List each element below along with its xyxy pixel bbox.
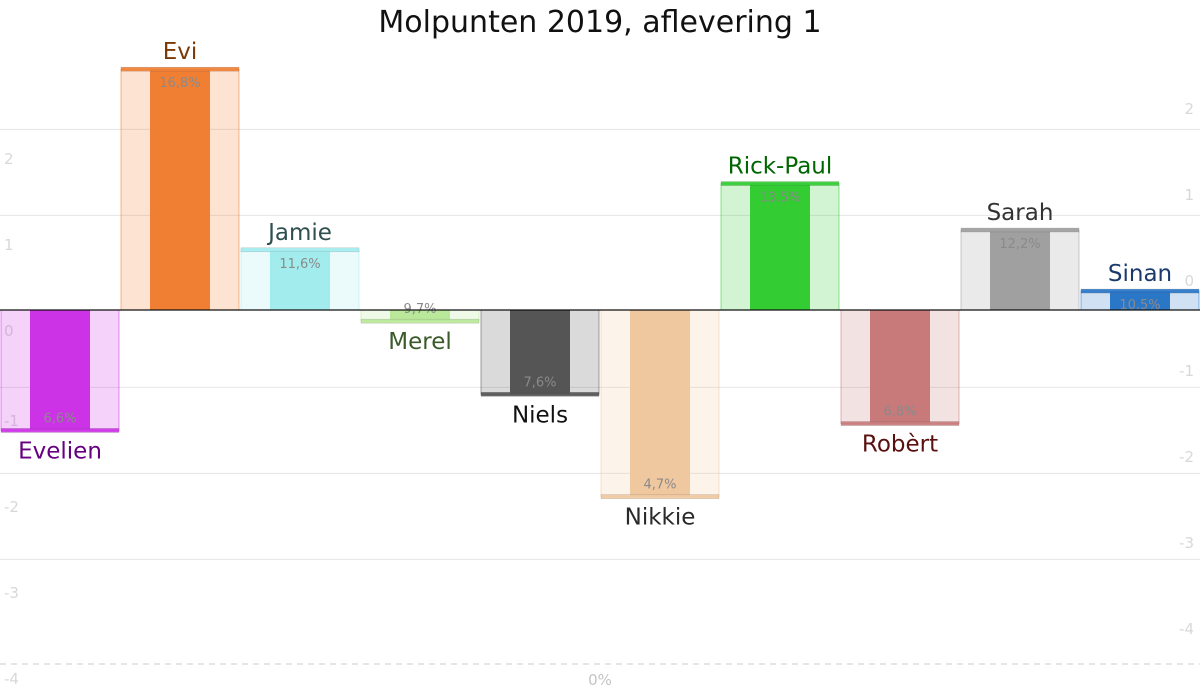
bar-group: 7,6% Niels: [480, 309, 600, 428]
data-label: 4,7%: [643, 478, 676, 493]
category-label: Niels: [512, 402, 568, 428]
category-label: Sarah: [987, 200, 1054, 226]
bar-cap: [600, 494, 720, 499]
data-label: 6,8%: [883, 405, 916, 420]
bar-cap: [480, 392, 600, 397]
data-label: 10,5%: [1119, 298, 1160, 313]
y-tick-label-right: -1: [1179, 362, 1194, 380]
bar-cap: [0, 428, 120, 433]
bar-group: 6,6% Evelien: [0, 309, 120, 464]
y-tick-label-left: -3: [4, 584, 19, 602]
bar: [870, 310, 930, 424]
y-tick-label-right: -3: [1179, 534, 1194, 552]
bar-group: 4,7% Nikkie: [600, 309, 720, 531]
bar-group: 16,8% Evi: [120, 39, 240, 311]
bar-group: 6,8% Robèrt: [840, 309, 960, 458]
category-label: Jamie: [266, 220, 332, 246]
y-tick-label-right: 2: [1184, 100, 1194, 118]
bar: [630, 310, 690, 497]
category-label: Robèrt: [862, 432, 938, 458]
bars: 6,6%Evelien16,8%Evi11,6%Jamie9,7%Merel7,…: [0, 39, 1200, 531]
data-label: 16,8%: [159, 76, 200, 91]
bar: [990, 230, 1050, 310]
bar-group: 12,2% Sarah: [960, 200, 1080, 311]
bar-group: 11,6% Jamie: [240, 220, 360, 311]
bar: [1110, 291, 1170, 310]
bar: [510, 310, 570, 395]
chart-title: Molpunten 2019, aflevering 1: [378, 5, 821, 40]
y-tick-label-right: 1: [1184, 186, 1194, 204]
bar-cap: [1080, 288, 1200, 294]
y-tick-label-left: 2: [4, 150, 14, 168]
bar-group: 9,7%Merel: [360, 302, 480, 355]
bar-cap: [360, 318, 480, 324]
bar-cap: [120, 66, 240, 72]
y-tick-label-right: -2: [1179, 448, 1194, 466]
data-label: 6,6%: [43, 411, 76, 426]
data-label: 7,6%: [523, 375, 556, 390]
bar-group: 13,5% Rick-Paul: [720, 154, 840, 311]
y-tick-label-left: 1: [4, 236, 14, 254]
bar-group: 10,5% Sinan: [1080, 261, 1200, 313]
y-tick-label-left: 0: [4, 322, 14, 340]
category-label: Evi: [163, 39, 198, 65]
bar-cap: [960, 227, 1080, 233]
y-tick-label-left: -1: [4, 412, 19, 430]
bottom-axis-label: 0%: [588, 671, 612, 689]
bar-cap: [240, 247, 360, 253]
y-tick-label-right: 0: [1184, 272, 1194, 290]
bar-cap: [720, 181, 840, 186]
category-label: Merel: [388, 329, 452, 355]
data-label: 11,6%: [279, 257, 320, 272]
data-label: 12,2%: [999, 237, 1040, 252]
category-label: Rick-Paul: [728, 154, 833, 180]
bar: [150, 69, 210, 310]
bar: [750, 183, 810, 310]
y-axis-ticks: 2 2 1 1 0 0 -1 -1 -2 -2 -3 -3 -4 -4: [4, 100, 1194, 688]
bar: [30, 310, 90, 431]
category-label: Evelien: [18, 438, 102, 464]
bar-cap: [840, 421, 960, 426]
bar: [270, 249, 330, 310]
bar: [390, 310, 450, 322]
category-label: Sinan: [1108, 261, 1172, 287]
y-tick-label-left: -4: [4, 670, 19, 688]
y-tick-label-right: -4: [1179, 620, 1194, 638]
category-label: Nikkie: [625, 505, 696, 531]
data-label: 13,5%: [759, 191, 800, 206]
y-tick-label-left: -2: [4, 498, 19, 516]
